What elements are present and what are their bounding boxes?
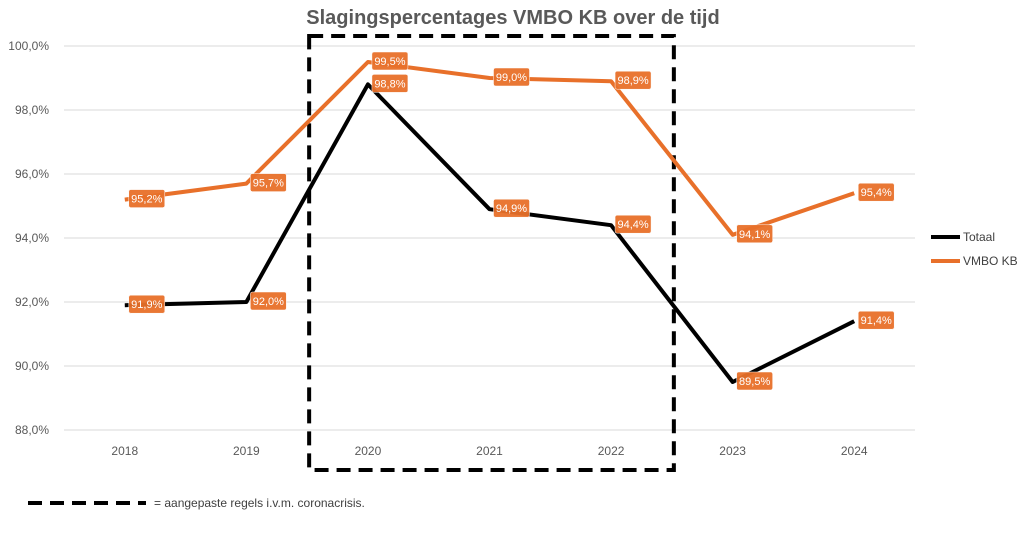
data-label-box [736, 371, 773, 391]
data-label: 91,9% [131, 299, 162, 311]
x-tick-label: 2023 [719, 444, 746, 458]
highlight-box [307, 34, 676, 472]
legend-label: Totaal [963, 230, 995, 244]
x-tick-label: 2021 [476, 444, 503, 458]
x-tick-label: 2020 [355, 444, 382, 458]
corona-highlight-box [307, 34, 676, 472]
series-lines [124, 60, 856, 384]
data-label: 99,5% [374, 56, 405, 68]
data-label: 95,2% [131, 194, 162, 206]
y-tick-label: 94,0% [15, 231, 49, 245]
data-label: 91,4% [861, 315, 892, 327]
gridlines [64, 45, 915, 431]
data-label-box [128, 294, 166, 314]
data-label-box [493, 67, 530, 87]
data-label-box [857, 182, 895, 202]
data-label: 92,0% [253, 296, 284, 308]
series-line-totaal [124, 82, 856, 384]
data-label-box [736, 224, 773, 244]
data-label-box [371, 74, 409, 93]
y-tick-label: 98,0% [15, 103, 49, 117]
data-label-box [857, 310, 895, 330]
data-label-box [250, 173, 287, 192]
data-label: 94,9% [496, 203, 527, 215]
data-label-box [371, 51, 409, 71]
data-label: 89,5% [739, 376, 770, 388]
data-labels: 91,9% 92,0% 98,8% 94,9% 94,4% 89,5% 91,4% 95,2%… [128, 51, 895, 391]
y-axis-ticks: 88,0% 90,0% 92,0% 94,0% 96,0% 98,0% 100,0% [8, 39, 49, 437]
x-tick-label: 2022 [598, 444, 625, 458]
y-tick-label: 96,0% [15, 167, 49, 181]
y-tick-label: 90,0% [15, 359, 49, 373]
y-tick-label: 92,0% [15, 295, 49, 309]
data-label: 94,1% [739, 229, 770, 241]
x-tick-label: 2018 [111, 444, 138, 458]
y-tick-label: 100,0% [8, 39, 49, 53]
data-label-box [614, 70, 652, 90]
data-label-box [614, 214, 652, 234]
data-label: 98,8% [374, 78, 405, 90]
legend-label: VMBO KB [963, 254, 1018, 268]
chart-title: Slagingspercentages VMBO KB over de tijd [306, 7, 719, 29]
highlight-note: = aangepaste regels i.v.m. coronacrisis. [28, 496, 365, 510]
x-tick-label: 2019 [233, 444, 260, 458]
x-tick-label: 2024 [841, 444, 868, 458]
x-axis-ticks: 2018 2019 2020 2021 2022 2023 2024 [111, 444, 867, 458]
data-label-box [493, 198, 530, 218]
data-label: 95,7% [253, 178, 284, 190]
data-label: 99,0% [496, 72, 527, 84]
data-label: 95,4% [861, 187, 892, 199]
highlight-note-text: = aangepaste regels i.v.m. coronacrisis. [154, 496, 365, 510]
data-label-box [128, 189, 166, 208]
data-label: 98,9% [617, 75, 648, 87]
legend: Totaal VMBO KB [931, 230, 1018, 268]
y-tick-label: 88,0% [15, 423, 49, 437]
data-label-box [250, 291, 287, 311]
data-label: 94,4% [617, 219, 648, 231]
series-line-vmbo-kb [124, 60, 855, 237]
